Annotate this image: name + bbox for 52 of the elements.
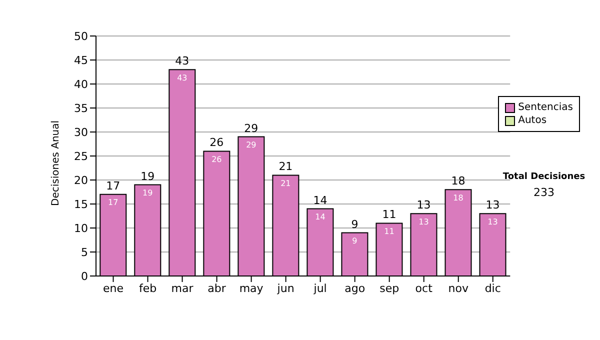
x-tick-label: ago: [344, 282, 366, 295]
x-tick-label: sep: [380, 282, 400, 295]
x-tick-label: dic: [484, 282, 501, 295]
y-axis-title: Decisiones Anual: [50, 120, 62, 206]
data-label: 13: [418, 217, 429, 226]
x-tick-label: ene: [102, 282, 124, 295]
y-tick-label: 45: [74, 54, 88, 67]
y-tick-label: 35: [74, 102, 88, 115]
data-label: 26: [212, 154, 222, 164]
data-label: 19: [142, 188, 153, 198]
data-label: 43: [177, 73, 188, 82]
data-label: 18: [453, 193, 464, 202]
total-label: 13: [486, 198, 500, 212]
data-label: 21: [280, 178, 291, 188]
y-tick-label: 30: [74, 126, 88, 139]
data-label: 14: [315, 212, 326, 222]
x-tick-label: jul: [312, 282, 327, 295]
total-label: 13: [416, 198, 431, 212]
x-tick-label: nov: [448, 282, 469, 295]
total-label: 29: [244, 122, 258, 135]
y-tick-label: 5: [81, 246, 88, 259]
total-label: 43: [175, 54, 190, 68]
y-tick-label: 25: [74, 150, 88, 163]
legend-label: Sentencias: [518, 101, 573, 114]
annotation: Total Decisiones: [502, 172, 586, 182]
total-label: 18: [451, 174, 466, 188]
total-label: 21: [278, 160, 293, 174]
y-tick-label: 40: [74, 78, 88, 91]
data-label: 11: [384, 226, 394, 236]
total-label: 14: [313, 194, 328, 207]
y-tick-label: 15: [74, 198, 88, 211]
y-tick-label: 20: [74, 174, 88, 187]
total-label: 17: [106, 179, 120, 192]
total-label: 26: [210, 136, 224, 150]
x-tick-label: mar: [171, 282, 194, 295]
total-label: 9: [351, 218, 358, 231]
legend-label: Autos: [518, 114, 547, 127]
y-tick-label: 0: [81, 270, 88, 283]
data-label: 17: [108, 198, 118, 208]
x-tick-label: oct: [415, 282, 434, 295]
x-tick-label: may: [239, 282, 264, 295]
data-label: 13: [488, 217, 498, 226]
x-tick-label: jun: [276, 282, 294, 295]
y-tick-label: 10: [74, 222, 88, 235]
x-tick-label: feb: [138, 282, 157, 295]
data-label: 9: [352, 236, 358, 246]
y-tick-label: 50: [74, 30, 88, 43]
total-label: 11: [382, 208, 396, 222]
text: 233: [532, 186, 556, 199]
data-label: 29: [246, 140, 256, 150]
total-label: 19: [140, 170, 155, 183]
x-tick-label: abr: [208, 282, 226, 295]
